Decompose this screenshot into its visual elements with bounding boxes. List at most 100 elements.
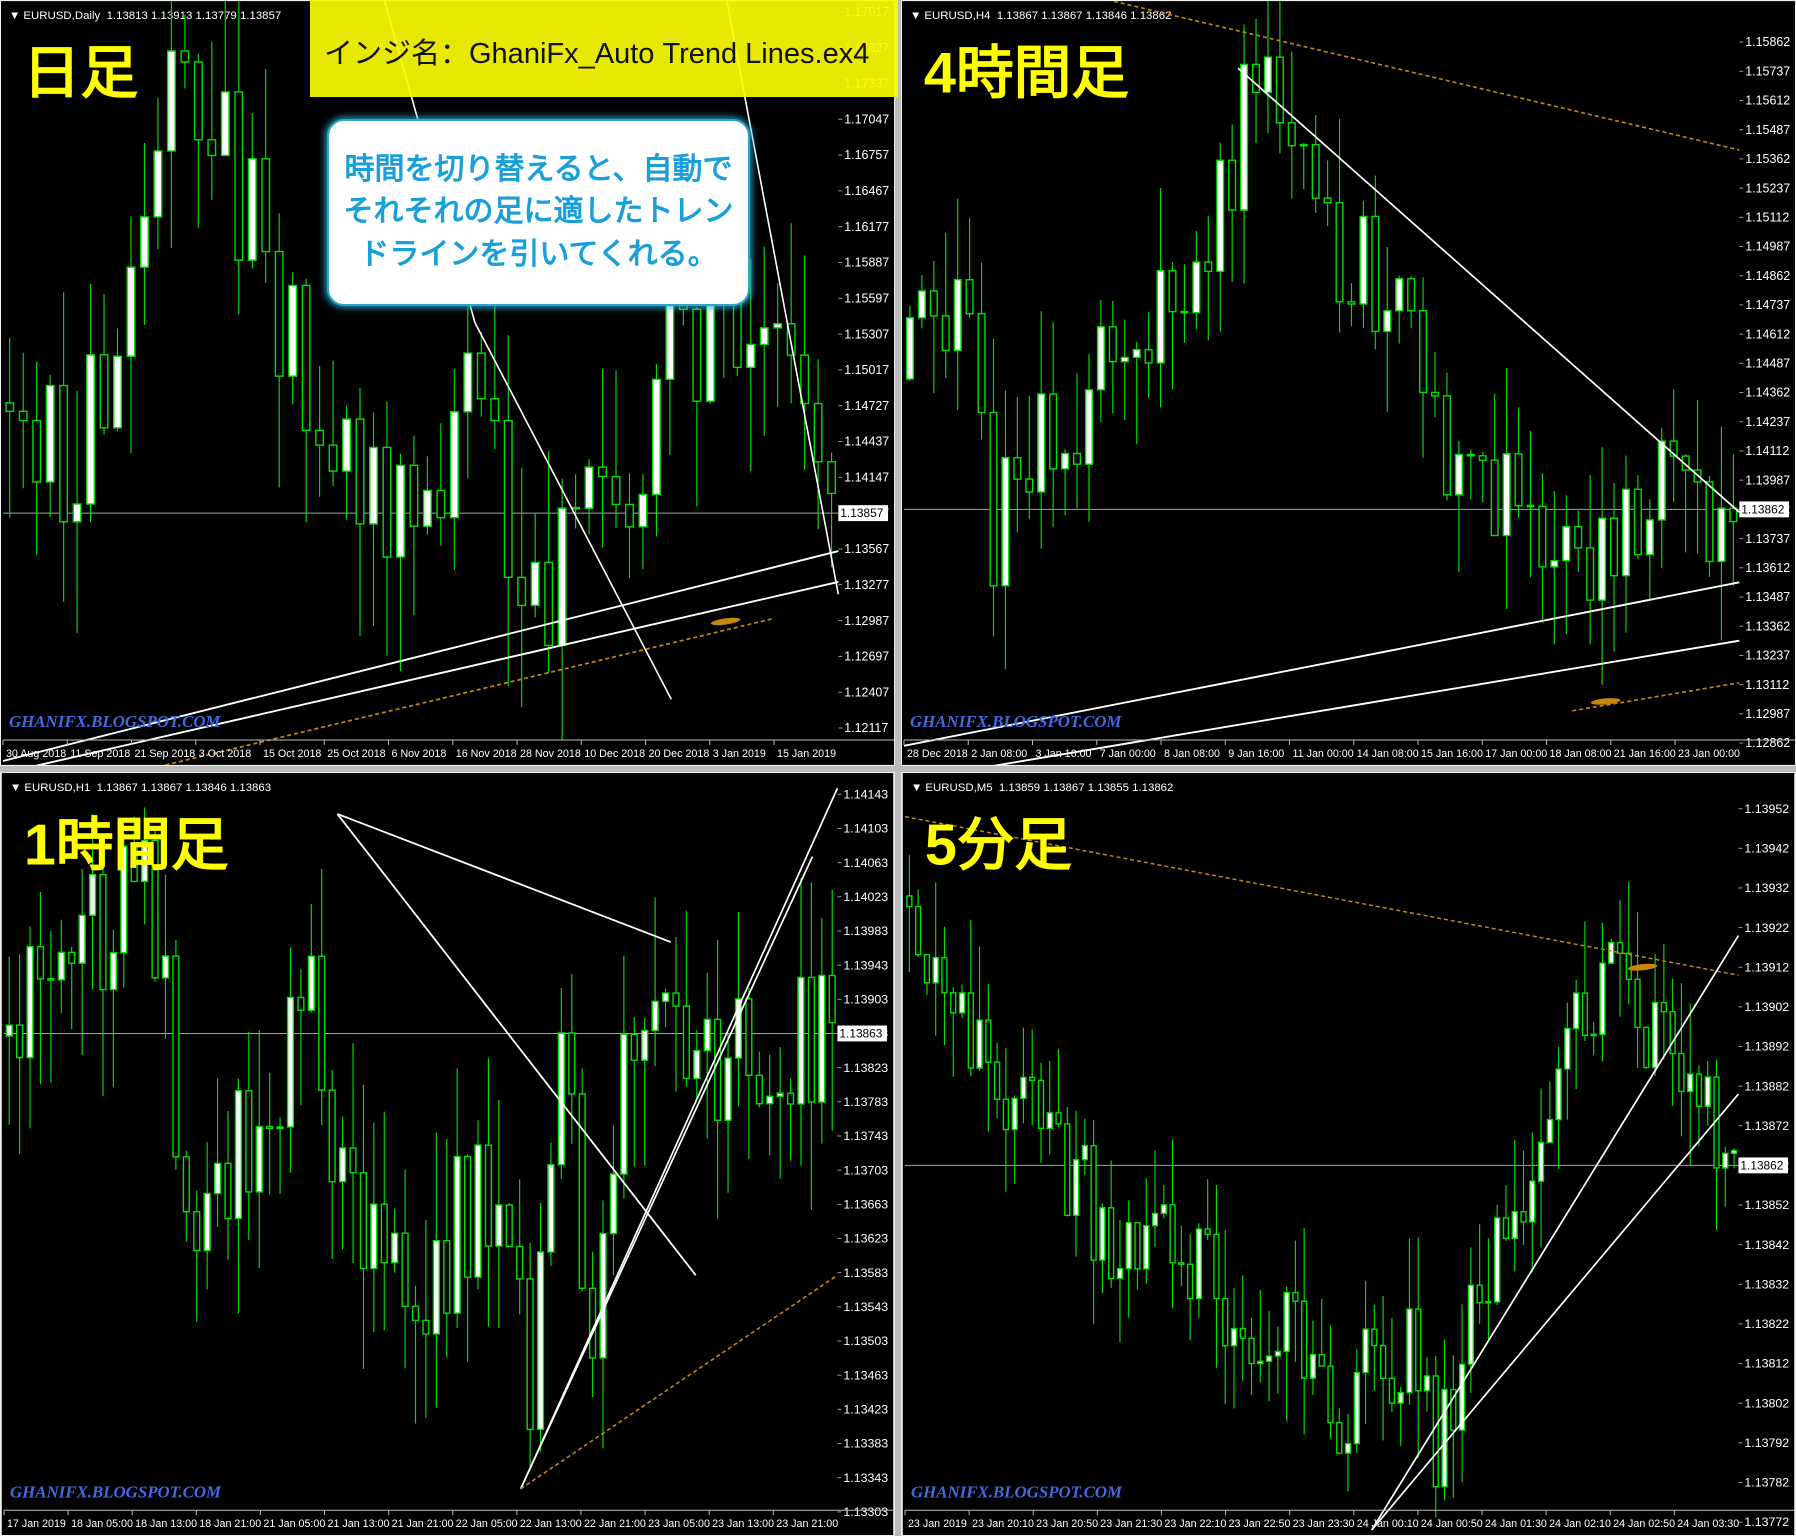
svg-text:7 Jan 00:00: 7 Jan 00:00 bbox=[1100, 748, 1156, 760]
svg-text:3 Jan 16:00: 3 Jan 16:00 bbox=[1035, 748, 1091, 760]
svg-text:23 Jan 05:00: 23 Jan 05:00 bbox=[648, 1518, 710, 1530]
svg-text:1.14147: 1.14147 bbox=[844, 471, 889, 485]
svg-text:1.13903: 1.13903 bbox=[843, 992, 888, 1006]
svg-text:23 Jan 21:00: 23 Jan 21:00 bbox=[776, 1518, 838, 1530]
svg-text:18 Jan 21:00: 18 Jan 21:00 bbox=[199, 1518, 261, 1530]
svg-text:17 Jan 00:00: 17 Jan 00:00 bbox=[1485, 748, 1547, 760]
svg-text:1.14987: 1.14987 bbox=[1745, 240, 1790, 254]
svg-text:1.12697: 1.12697 bbox=[844, 650, 889, 664]
svg-text:1.14063: 1.14063 bbox=[843, 856, 888, 870]
svg-text:1.13932: 1.13932 bbox=[1744, 881, 1789, 895]
svg-text:▼ EURUSD,Daily 1.13813 1.1391: ▼ EURUSD,Daily 1.13813 1.13913 1.13779 1… bbox=[9, 10, 281, 22]
svg-text:23 Jan 23:30: 23 Jan 23:30 bbox=[1293, 1518, 1355, 1530]
svg-text:1.14727: 1.14727 bbox=[844, 399, 889, 413]
svg-text:15 Oct 2018: 15 Oct 2018 bbox=[263, 748, 321, 760]
svg-text:▼ EURUSD,M5 1.13859 1.13867 1: ▼ EURUSD,M5 1.13859 1.13867 1.13855 1.13… bbox=[911, 782, 1173, 794]
svg-text:24 Jan 02:10: 24 Jan 02:10 bbox=[1549, 1518, 1611, 1530]
svg-text:1.13543: 1.13543 bbox=[843, 1300, 888, 1314]
svg-text:22 Jan 21:00: 22 Jan 21:00 bbox=[584, 1518, 646, 1530]
svg-text:21 Sep 2018: 21 Sep 2018 bbox=[134, 748, 195, 760]
svg-text:18 Jan 13:00: 18 Jan 13:00 bbox=[135, 1518, 197, 1530]
svg-text:23 Jan 20:10: 23 Jan 20:10 bbox=[972, 1518, 1034, 1530]
svg-text:GHANIFX.BLOGSPOT.COM: GHANIFX.BLOGSPOT.COM bbox=[9, 712, 221, 731]
svg-text:1.14437: 1.14437 bbox=[844, 435, 889, 449]
svg-text:1.13583: 1.13583 bbox=[843, 1266, 888, 1280]
svg-text:2 Jan 08:00: 2 Jan 08:00 bbox=[971, 748, 1027, 760]
svg-text:1.13922: 1.13922 bbox=[1744, 921, 1789, 935]
svg-text:11 Sep 2018: 11 Sep 2018 bbox=[70, 748, 130, 760]
svg-text:1.15597: 1.15597 bbox=[844, 291, 889, 305]
svg-text:8 Jan 08:00: 8 Jan 08:00 bbox=[1164, 748, 1220, 760]
svg-text:GHANIFX.BLOGSPOT.COM: GHANIFX.BLOGSPOT.COM bbox=[10, 1482, 222, 1501]
svg-text:1.12117: 1.12117 bbox=[844, 721, 888, 735]
svg-text:23 Jan 2019: 23 Jan 2019 bbox=[908, 1518, 967, 1530]
svg-text:1.13823: 1.13823 bbox=[843, 1061, 888, 1075]
svg-text:23 Jan 22:10: 23 Jan 22:10 bbox=[1164, 1518, 1226, 1530]
svg-text:1.13343: 1.13343 bbox=[843, 1471, 888, 1485]
svg-text:1.14112: 1.14112 bbox=[1745, 444, 1789, 458]
svg-text:22 Jan 13:00: 22 Jan 13:00 bbox=[520, 1518, 582, 1530]
svg-text:1.15737: 1.15737 bbox=[1745, 64, 1790, 78]
svg-text:1.14862: 1.14862 bbox=[1745, 269, 1790, 283]
svg-text:25 Oct 2018: 25 Oct 2018 bbox=[327, 748, 385, 760]
svg-text:22 Jan 05:00: 22 Jan 05:00 bbox=[456, 1518, 518, 1530]
svg-text:1.13857: 1.13857 bbox=[840, 506, 883, 520]
svg-text:1.12987: 1.12987 bbox=[1745, 707, 1790, 721]
svg-text:21 Jan 13:00: 21 Jan 13:00 bbox=[328, 1518, 390, 1530]
svg-text:23 Jan 22:50: 23 Jan 22:50 bbox=[1229, 1518, 1291, 1530]
svg-text:1.13783: 1.13783 bbox=[843, 1095, 888, 1109]
svg-text:1.13872: 1.13872 bbox=[1744, 1119, 1789, 1133]
svg-text:1.13503: 1.13503 bbox=[843, 1334, 888, 1348]
svg-text:1.13737: 1.13737 bbox=[1745, 532, 1790, 546]
svg-text:1.14237: 1.14237 bbox=[1745, 415, 1790, 429]
svg-text:GHANIFX.BLOGSPOT.COM: GHANIFX.BLOGSPOT.COM bbox=[911, 1482, 1123, 1501]
svg-text:23 Jan 13:00: 23 Jan 13:00 bbox=[712, 1518, 774, 1530]
svg-text:24 Jan 00:50: 24 Jan 00:50 bbox=[1421, 1518, 1483, 1530]
svg-text:1.14612: 1.14612 bbox=[1745, 327, 1790, 341]
svg-text:1.15487: 1.15487 bbox=[1745, 123, 1790, 137]
svg-text:1.13912: 1.13912 bbox=[1744, 960, 1789, 974]
svg-text:24 Jan 03:30: 24 Jan 03:30 bbox=[1677, 1518, 1739, 1530]
svg-text:1.13782: 1.13782 bbox=[1744, 1476, 1789, 1490]
svg-text:1.12862: 1.12862 bbox=[1745, 736, 1790, 750]
svg-text:1.13852: 1.13852 bbox=[1744, 1198, 1789, 1212]
svg-text:28 Dec 2018: 28 Dec 2018 bbox=[907, 748, 968, 760]
svg-text:1.13423: 1.13423 bbox=[843, 1403, 888, 1417]
svg-text:1.13362: 1.13362 bbox=[1745, 619, 1790, 633]
svg-text:9 Jan 16:00: 9 Jan 16:00 bbox=[1228, 748, 1284, 760]
svg-text:30 Aug 2018: 30 Aug 2018 bbox=[6, 748, 66, 760]
svg-text:1.13612: 1.13612 bbox=[1745, 561, 1790, 575]
svg-text:1.13277: 1.13277 bbox=[844, 578, 889, 592]
svg-text:1.15017: 1.15017 bbox=[844, 363, 889, 377]
svg-text:1.14103: 1.14103 bbox=[843, 822, 888, 836]
svg-text:15 Jan 2019: 15 Jan 2019 bbox=[777, 748, 836, 760]
svg-text:1.13237: 1.13237 bbox=[1745, 649, 1790, 663]
svg-text:3 Oct 2018: 3 Oct 2018 bbox=[199, 748, 251, 760]
svg-text:1.13842: 1.13842 bbox=[1744, 1238, 1789, 1252]
svg-text:1.13812: 1.13812 bbox=[1744, 1357, 1789, 1371]
svg-text:24 Jan 02:50: 24 Jan 02:50 bbox=[1613, 1518, 1675, 1530]
svg-text:1.14023: 1.14023 bbox=[843, 890, 888, 904]
svg-text:1.13663: 1.13663 bbox=[843, 1198, 888, 1212]
svg-text:1.14143: 1.14143 bbox=[843, 787, 888, 801]
svg-text:1.15362: 1.15362 bbox=[1745, 152, 1790, 166]
svg-text:1.13802: 1.13802 bbox=[1744, 1396, 1789, 1410]
svg-text:1.13383: 1.13383 bbox=[843, 1437, 888, 1451]
svg-text:1.13792: 1.13792 bbox=[1744, 1436, 1789, 1450]
svg-text:1.14487: 1.14487 bbox=[1745, 357, 1790, 371]
svg-text:▼ EURUSD,H1 1.13867 1.13867 1: ▼ EURUSD,H1 1.13867 1.13867 1.13846 1.13… bbox=[10, 782, 271, 794]
svg-text:15 Jan 16:00: 15 Jan 16:00 bbox=[1421, 748, 1483, 760]
svg-text:1.13772: 1.13772 bbox=[1744, 1515, 1789, 1529]
svg-text:6 Nov 2018: 6 Nov 2018 bbox=[392, 748, 447, 760]
svg-text:1.16467: 1.16467 bbox=[844, 184, 889, 198]
svg-text:1.14737: 1.14737 bbox=[1745, 298, 1790, 312]
svg-text:11 Jan 00:00: 11 Jan 00:00 bbox=[1293, 748, 1354, 760]
svg-text:23 Jan 00:00: 23 Jan 00:00 bbox=[1678, 748, 1740, 760]
svg-text:1.13943: 1.13943 bbox=[843, 958, 888, 972]
svg-text:1.13703: 1.13703 bbox=[843, 1163, 888, 1177]
svg-text:28 Nov 2018: 28 Nov 2018 bbox=[520, 748, 581, 760]
svg-text:14 Jan 08:00: 14 Jan 08:00 bbox=[1357, 748, 1419, 760]
svg-text:1.13952: 1.13952 bbox=[1744, 802, 1789, 816]
svg-text:1.16177: 1.16177 bbox=[844, 220, 889, 234]
svg-text:1.13862: 1.13862 bbox=[1740, 1158, 1783, 1172]
